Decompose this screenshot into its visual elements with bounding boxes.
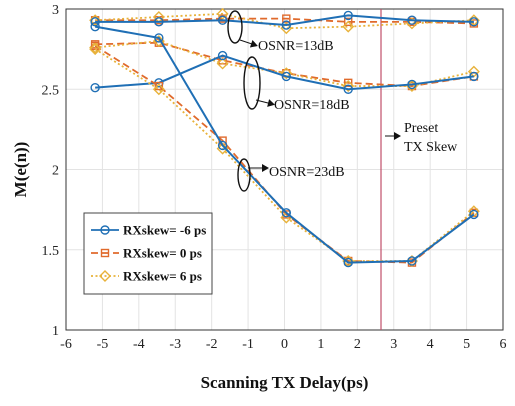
marker-square bbox=[344, 17, 353, 27]
marker-circle bbox=[281, 71, 292, 82]
osnr-arrow-head bbox=[262, 164, 269, 172]
x-tick-label: 4 bbox=[427, 337, 434, 352]
annotations: OSNR=13dB OSNR=18dB OSNR=23dB bbox=[227, 10, 401, 192]
marker-square bbox=[100, 248, 110, 258]
y-tick-label: 2.5 bbox=[42, 83, 60, 98]
marker-diamond bbox=[99, 270, 111, 282]
marker-circle bbox=[281, 20, 292, 30]
x-tick-label: -4 bbox=[133, 337, 145, 352]
marker-circle bbox=[469, 17, 479, 27]
series-line bbox=[94, 25, 475, 264]
series-line bbox=[94, 45, 475, 264]
marker-circle bbox=[90, 82, 100, 93]
y-tick-label: 1 bbox=[52, 324, 59, 339]
series-line bbox=[95, 41, 475, 87]
marker-circle bbox=[90, 21, 100, 32]
y-tick-label: 1.5 bbox=[42, 244, 60, 259]
tick-labels: -6 -5 -4 -3 -2 -1 0 1 2 3 4 5 6 1 1.5 2 2.5 3 bbox=[42, 3, 507, 352]
marker-diamond bbox=[342, 80, 355, 93]
legend-label: RXskew= -6 ps bbox=[123, 223, 206, 238]
x-tick-label: -6 bbox=[60, 337, 72, 352]
marker-diamond bbox=[467, 205, 480, 218]
preset-label-line1: Preset bbox=[404, 121, 438, 136]
plot-frame bbox=[65, 8, 504, 331]
marker-circle bbox=[217, 140, 228, 151]
x-tick-label: 5 bbox=[463, 337, 470, 352]
series-layer bbox=[89, 7, 480, 268]
marker-diamond bbox=[89, 43, 102, 56]
x-tick-label: -3 bbox=[169, 337, 181, 352]
marker-circle bbox=[407, 79, 417, 90]
legend-label: RXskew= 0 ps bbox=[123, 246, 202, 261]
osnr-arrow-head bbox=[267, 99, 275, 107]
marker-square bbox=[154, 81, 164, 91]
osnr-arrow-head bbox=[249, 39, 258, 48]
marker-circle bbox=[343, 84, 353, 94]
x-tick-label: 6 bbox=[500, 337, 507, 352]
osnr-ellipse bbox=[243, 56, 261, 110]
x-tick-label: -1 bbox=[242, 337, 254, 352]
x-tick-label: 2 bbox=[354, 337, 361, 352]
marker-circle bbox=[281, 208, 292, 218]
marker-circle bbox=[217, 15, 228, 25]
marker-circle bbox=[469, 209, 479, 220]
marker-diamond bbox=[216, 57, 229, 70]
x-axis-label: Scanning TX Delay(ps) bbox=[201, 373, 369, 392]
y-tick-label: 3 bbox=[52, 3, 59, 18]
x-tick-label: 3 bbox=[390, 337, 397, 352]
marker-diamond bbox=[216, 7, 229, 20]
series-line bbox=[95, 40, 475, 87]
marker-circle bbox=[154, 33, 164, 43]
x-tick-label: -2 bbox=[206, 337, 218, 352]
preset-arrow-head bbox=[394, 132, 401, 140]
series-line bbox=[95, 17, 474, 25]
series-line bbox=[95, 12, 474, 30]
preset-label-line2: TX Skew bbox=[404, 140, 458, 155]
series-line bbox=[95, 14, 474, 27]
marker-circle bbox=[154, 17, 164, 27]
marker-circle bbox=[343, 257, 353, 268]
marker-diamond bbox=[342, 20, 355, 33]
osnr-label: OSNR=23dB bbox=[269, 165, 345, 180]
osnr-label: OSNR=13dB bbox=[258, 39, 334, 54]
osnr-ellipse bbox=[227, 10, 243, 44]
osnr-ellipse bbox=[237, 158, 251, 192]
marker-square bbox=[282, 14, 291, 23]
x-tick-label: -5 bbox=[97, 337, 109, 352]
osnr-label: OSNR=18dB bbox=[274, 98, 350, 113]
legend: RXskew= -6 ps RXskew= 0 ps RXskew= 6 ps bbox=[83, 212, 213, 295]
legend-label: RXskew= 6 ps bbox=[123, 269, 202, 284]
x-tick-label: 0 bbox=[281, 337, 288, 352]
x-tick-label: 1 bbox=[317, 337, 324, 352]
marker-circle bbox=[407, 256, 417, 266]
y-axis-label: M(e(n)) bbox=[11, 142, 30, 198]
marker-diamond bbox=[280, 67, 293, 80]
y-tick-label: 2 bbox=[52, 164, 59, 179]
marker-diamond bbox=[152, 83, 165, 96]
axes bbox=[65, 8, 504, 331]
marker-circle bbox=[90, 17, 100, 27]
marker-square bbox=[344, 78, 353, 88]
marker-circle bbox=[217, 50, 228, 61]
marker-circle bbox=[407, 15, 417, 25]
marker-circle bbox=[343, 10, 353, 21]
marker-circle bbox=[100, 225, 110, 235]
marker-circle bbox=[469, 71, 479, 82]
